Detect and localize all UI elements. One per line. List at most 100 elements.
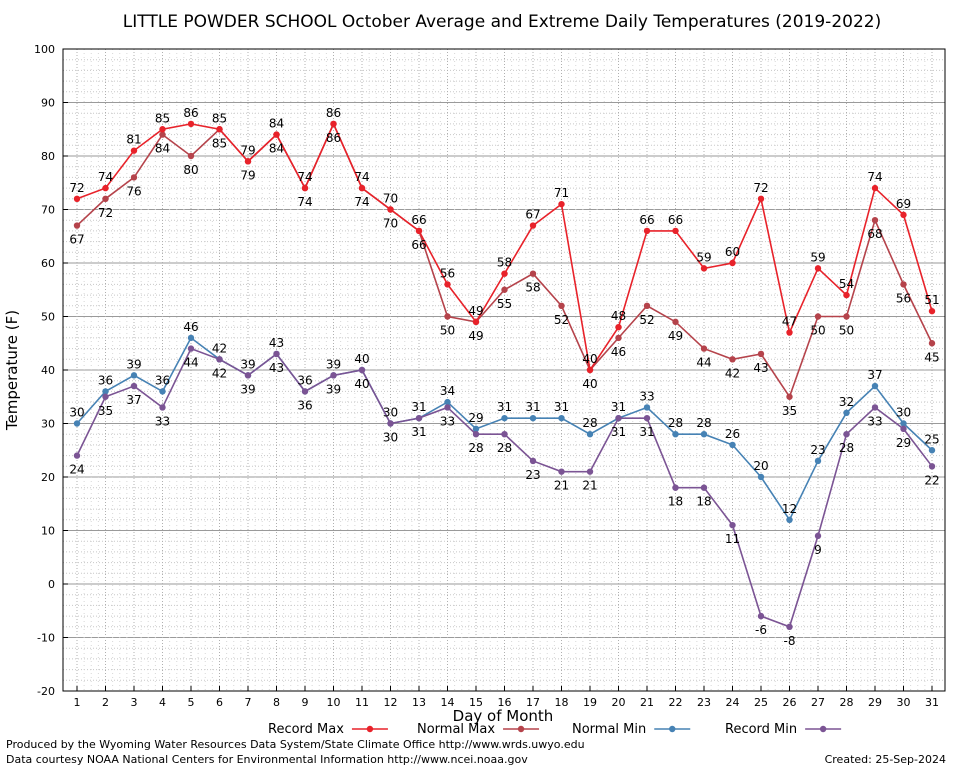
- data-label: 42: [725, 366, 740, 380]
- data-label: 79: [240, 143, 255, 157]
- data-label: 28: [468, 441, 483, 455]
- y-tick-label: 50: [41, 311, 55, 324]
- data-point: [558, 302, 565, 309]
- y-axis-label: Temperature (F): [3, 310, 21, 431]
- data-point: [700, 265, 708, 272]
- x-tick-label: 5: [188, 696, 195, 709]
- data-point: [672, 484, 679, 491]
- data-label: 51: [924, 293, 939, 307]
- data-point: [102, 393, 109, 400]
- data-point: [415, 227, 423, 235]
- data-label: 76: [126, 184, 141, 198]
- data-point: [615, 334, 622, 342]
- data-point: [928, 447, 936, 454]
- data-label: 9: [814, 543, 822, 557]
- y-tick-label: 10: [41, 525, 55, 538]
- data-label: 40: [582, 352, 597, 366]
- data-label: 40: [354, 352, 369, 366]
- data-point: [814, 532, 822, 540]
- data-point: [529, 457, 537, 465]
- data-point: [444, 281, 451, 288]
- data-label: 74: [98, 170, 113, 184]
- data-label: 35: [98, 404, 113, 418]
- y-tick-label: 100: [34, 43, 55, 56]
- x-tick-label: 15: [469, 696, 483, 709]
- data-point: [928, 307, 936, 315]
- data-label: 49: [668, 329, 683, 343]
- data-label: 39: [240, 357, 255, 371]
- data-label: 42: [212, 341, 227, 355]
- data-point: [301, 388, 309, 395]
- data-point: [501, 270, 508, 277]
- x-tick-label: 25: [754, 696, 768, 709]
- data-label: 42: [212, 366, 227, 380]
- data-label: 48: [611, 309, 626, 323]
- x-tick-label: 27: [811, 696, 825, 709]
- data-point: [900, 281, 907, 288]
- data-label: 28: [497, 441, 512, 455]
- data-point: [558, 468, 565, 475]
- data-label: 34: [440, 384, 455, 398]
- data-label: 33: [639, 389, 654, 403]
- data-point: [757, 612, 765, 620]
- data-label: 36: [297, 373, 312, 387]
- data-point: [187, 120, 195, 128]
- data-label: 79: [240, 168, 255, 182]
- data-point: [102, 184, 109, 192]
- x-tick-label: 30: [897, 696, 911, 709]
- data-label: 31: [411, 425, 426, 439]
- data-label: 21: [554, 479, 569, 493]
- y-tick-label: -20: [37, 685, 55, 698]
- legend-marker: [669, 725, 676, 733]
- data-label: 54: [839, 277, 854, 291]
- data-label: 39: [240, 382, 255, 396]
- data-label: 23: [810, 443, 825, 457]
- data-point: [130, 174, 138, 181]
- x-tick-label: 20: [612, 696, 626, 709]
- x-tick-label: 8: [273, 696, 280, 709]
- data-point: [871, 184, 879, 192]
- data-label: 49: [468, 304, 483, 318]
- x-tick-label: 26: [783, 696, 797, 709]
- data-label: 55: [497, 297, 512, 311]
- legend-marker: [517, 725, 525, 733]
- x-tick-label: 22: [669, 696, 683, 709]
- data-point: [643, 227, 651, 235]
- data-label: 31: [611, 425, 626, 439]
- data-label: 68: [867, 227, 882, 241]
- data-label: 56: [440, 266, 455, 280]
- data-label: 28: [582, 416, 597, 430]
- data-label: 30: [896, 406, 911, 420]
- data-label: 43: [753, 361, 768, 375]
- data-point: [586, 366, 594, 374]
- data-label: 46: [183, 320, 198, 334]
- series: [73, 120, 936, 630]
- data-label: 29: [468, 411, 483, 425]
- x-tick-label: 12: [384, 696, 398, 709]
- data-label: 84: [155, 142, 170, 156]
- data-label: 44: [696, 356, 711, 370]
- data-label: 72: [98, 206, 113, 220]
- data-point: [130, 382, 138, 390]
- x-tick-label: 10: [327, 696, 341, 709]
- data-label: 66: [668, 213, 683, 227]
- data-label: 37: [126, 393, 141, 407]
- data-point: [501, 414, 508, 422]
- data-point: [73, 420, 81, 427]
- data-label: 50: [810, 324, 825, 338]
- data-label: 33: [867, 414, 882, 428]
- data-point: [73, 222, 81, 229]
- x-tick-label: 2: [102, 696, 109, 709]
- data-point: [187, 152, 195, 160]
- data-point: [700, 345, 708, 352]
- legend-marker: [819, 725, 827, 733]
- grid: [63, 48, 945, 692]
- data-point: [643, 404, 651, 411]
- data-point: [529, 222, 537, 229]
- data-point: [729, 441, 736, 449]
- data-point: [415, 414, 423, 422]
- y-tick-label: 80: [41, 150, 55, 163]
- data-label: 71: [554, 186, 569, 200]
